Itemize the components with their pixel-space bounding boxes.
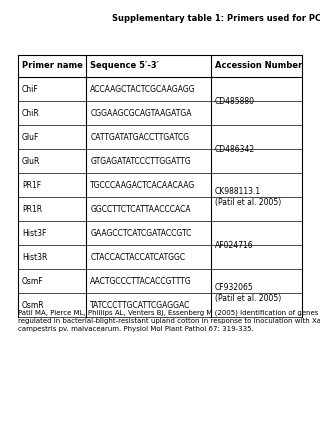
Text: OsmF: OsmF: [22, 276, 44, 285]
Text: CATTGATATGACCTTGATCG: CATTGATATGACCTTGATCG: [90, 132, 189, 141]
Text: Hist3R: Hist3R: [22, 253, 47, 262]
Text: CD485880: CD485880: [215, 97, 255, 106]
Text: CD486342: CD486342: [215, 144, 255, 153]
Text: AF024716: AF024716: [215, 241, 254, 250]
Text: AACTGCCCTTACACCGTTTG: AACTGCCCTTACACCGTTTG: [90, 276, 192, 285]
Text: ChiF: ChiF: [22, 84, 39, 93]
Text: CF932065
(Patil et al. 2005): CF932065 (Patil et al. 2005): [215, 283, 281, 303]
Text: CTACCACTACCATCATGGC: CTACCACTACCATCATGGC: [90, 253, 185, 262]
Text: GluR: GluR: [22, 156, 40, 165]
Text: Supplementary table 1: Primers used for PCR amplification: Supplementary table 1: Primers used for …: [112, 14, 320, 23]
Text: ChiR: ChiR: [22, 109, 40, 118]
Text: CK988113.1
(Patil et al. 2005): CK988113.1 (Patil et al. 2005): [215, 187, 281, 207]
Text: TATCCCTTGCATTCGAGGAC: TATCCCTTGCATTCGAGGAC: [90, 300, 190, 310]
Text: GTGAGATATCCCTTGGATTG: GTGAGATATCCCTTGGATTG: [90, 156, 191, 165]
Text: PR1F: PR1F: [22, 181, 41, 190]
Text: GAAGCCTCATCGATACCGTC: GAAGCCTCATCGATACCGTC: [90, 228, 192, 238]
Text: ACCAAGCTACTCGCAAGAGG: ACCAAGCTACTCGCAAGAGG: [90, 84, 196, 93]
Text: Accession Number: Accession Number: [215, 61, 302, 70]
Text: Sequence 5′-3′: Sequence 5′-3′: [90, 61, 159, 70]
Text: Hist3F: Hist3F: [22, 228, 46, 238]
Text: GluF: GluF: [22, 132, 39, 141]
Text: CGGAAGCGCAGTAAGATGA: CGGAAGCGCAGTAAGATGA: [90, 109, 192, 118]
Text: PR1R: PR1R: [22, 204, 42, 213]
Text: GGCCTTCTCATTAACCCACA: GGCCTTCTCATTAACCCACA: [90, 204, 191, 213]
Text: Primer name: Primer name: [22, 61, 83, 70]
Text: Patil MA, Pierce ML, Phillips AL, Venters BJ, Essenberg M (2005) Identification : Patil MA, Pierce ML, Phillips AL, Venter…: [18, 310, 320, 332]
Text: OsmR: OsmR: [22, 300, 44, 310]
Text: TGCCCAAGACTCACAACAAG: TGCCCAAGACTCACAACAAG: [90, 181, 196, 190]
